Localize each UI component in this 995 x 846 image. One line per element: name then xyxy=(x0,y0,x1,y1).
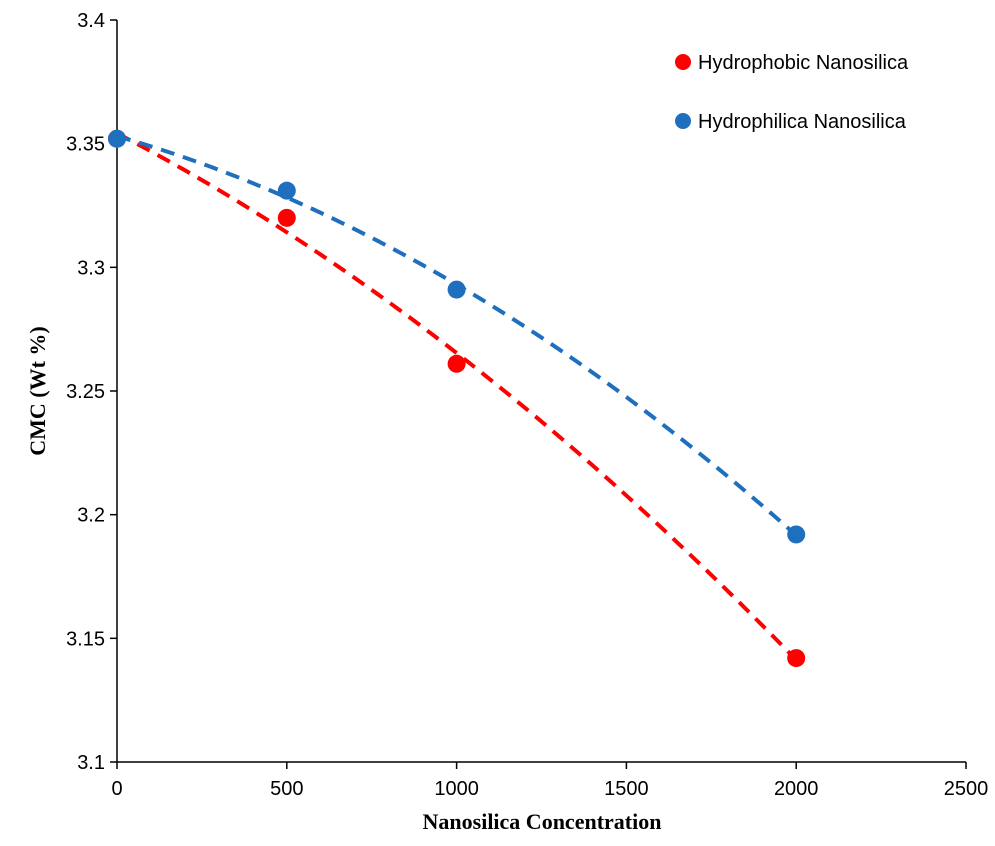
legend: Hydrophobic Nanosilica Hydrophilica Nano… xyxy=(675,52,909,133)
x-tick-label: 2500 xyxy=(944,778,989,800)
y-tick-label: 3.2 xyxy=(77,505,105,527)
y-axis-ticks: 3.1 3.15 3.2 3.25 3.3 3.35 3.4 xyxy=(66,10,117,774)
legend-item-hydrophobic: Hydrophobic Nanosilica xyxy=(675,52,909,74)
x-tick-label: 1500 xyxy=(604,778,649,800)
y-tick-label: 3.35 xyxy=(66,134,105,156)
x-tick-label: 1000 xyxy=(434,778,479,800)
legend-marker-hydrophilica xyxy=(675,113,691,129)
data-point-series-0 xyxy=(447,354,466,373)
y-tick-label: 3.25 xyxy=(66,381,105,403)
y-axis-title: CMC (Wt %) xyxy=(25,326,50,456)
x-tick-label: 500 xyxy=(270,778,303,800)
trendline-series-0 xyxy=(116,131,798,662)
trendline-series-1 xyxy=(116,134,798,537)
data-point-series-0 xyxy=(277,208,296,227)
y-tick-label: 3.1 xyxy=(77,752,105,774)
data-points xyxy=(108,129,806,668)
y-tick-label: 3.3 xyxy=(77,257,105,279)
y-tick-label: 3.15 xyxy=(66,628,105,650)
x-tick-label: 2000 xyxy=(774,778,819,800)
legend-label-hydrophilica: Hydrophilica Nanosilica xyxy=(698,111,907,133)
data-point-series-1 xyxy=(447,280,466,299)
trendlines xyxy=(116,131,798,662)
y-tick-label: 3.4 xyxy=(77,10,105,32)
legend-item-hydrophilica: Hydrophilica Nanosilica xyxy=(675,111,907,133)
legend-marker-hydrophobic xyxy=(675,54,691,70)
data-point-series-1 xyxy=(787,525,806,544)
plot-area: 0 500 1000 1500 2000 2500 3.13.153.23.253.33.… xyxy=(66,10,988,800)
data-point-series-0 xyxy=(787,649,806,668)
x-tick-label: 0 xyxy=(111,778,122,800)
x-axis-ticks: 0 500 1000 1500 2000 2500 xyxy=(111,762,988,800)
data-point-series-1 xyxy=(108,129,126,148)
data-point-series-1 xyxy=(277,181,296,200)
legend-label-hydrophobic: Hydrophobic Nanosilica xyxy=(698,52,909,74)
x-axis-title: Nanosilica Concentration xyxy=(423,809,662,834)
